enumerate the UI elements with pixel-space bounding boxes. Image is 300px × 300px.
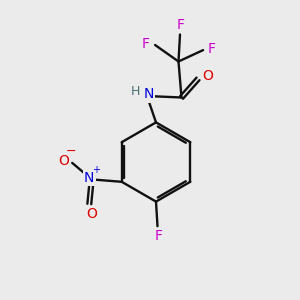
Text: O: O [58,154,69,167]
Text: +: + [92,165,100,175]
Text: F: F [177,18,184,32]
Text: O: O [202,69,213,83]
Text: −: − [65,145,76,158]
Text: N: N [143,88,154,101]
Text: F: F [208,42,216,56]
Text: O: O [86,207,97,221]
Text: F: F [142,37,150,50]
Text: N: N [84,171,94,185]
Text: F: F [154,229,162,243]
Text: H: H [131,85,140,98]
